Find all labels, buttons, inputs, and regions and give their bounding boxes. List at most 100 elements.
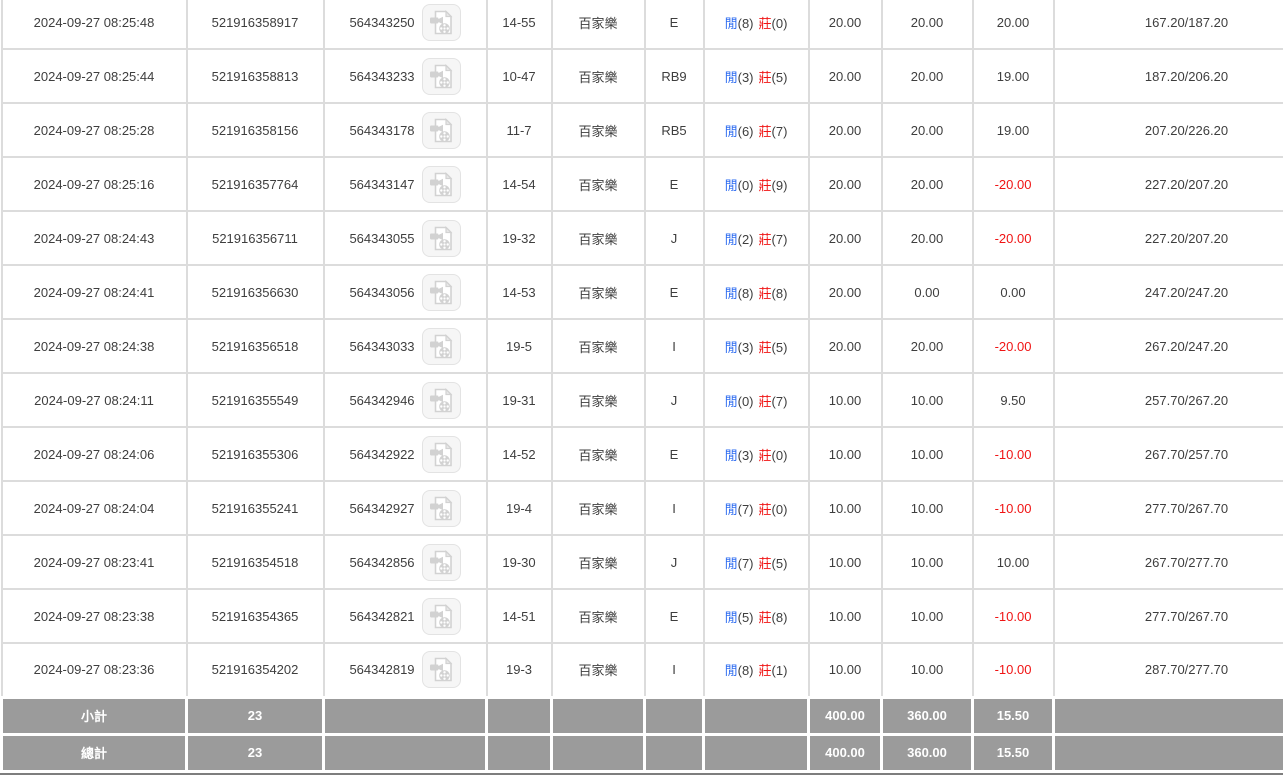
balance: 277.70/267.70 xyxy=(1052,480,1283,536)
game-name: 百家樂 xyxy=(550,642,646,698)
banker-label: 莊 xyxy=(758,663,772,679)
win-loss: -20.00 xyxy=(971,318,1055,374)
valid-bet-amount: 10.00 xyxy=(880,534,974,590)
video-file-icon[interactable] xyxy=(421,273,461,311)
bet-type-code: J xyxy=(643,372,705,428)
bet-type-code: E xyxy=(643,0,705,50)
video-file-icon[interactable] xyxy=(421,327,461,365)
round-id: 564342922 xyxy=(349,446,415,462)
video-file-icon[interactable] xyxy=(421,219,461,257)
banker-label: 莊 xyxy=(758,285,772,301)
banker-score: (5) xyxy=(771,69,788,85)
game-name: 百家樂 xyxy=(550,264,646,320)
video-file-icon[interactable] xyxy=(421,435,461,473)
subtotal-label: 小計 xyxy=(0,695,188,736)
table-row: 2024-09-27 08:25:44 521916358813 5643432… xyxy=(0,48,1283,104)
game-result: 閒(2) 莊(7) xyxy=(702,210,810,266)
round-id-cell: 564342946 xyxy=(322,372,488,428)
table-row: 2024-09-27 08:23:41 521916354518 5643428… xyxy=(0,534,1283,590)
valid-bet-amount: 10.00 xyxy=(880,588,974,644)
banker-score: (1) xyxy=(771,663,788,679)
valid-bet-amount: 0.00 xyxy=(880,264,974,320)
valid-bet-amount: 20.00 xyxy=(880,0,974,50)
subtotal-bet-amount: 400.00 xyxy=(807,695,883,736)
video-file-icon[interactable] xyxy=(421,3,461,41)
game-name: 百家樂 xyxy=(550,534,646,590)
table-row: 2024-09-27 08:24:11 521916355549 5643429… xyxy=(0,372,1283,428)
round-id: 564343233 xyxy=(349,68,415,84)
bet-time: 2024-09-27 08:24:06 xyxy=(0,426,188,482)
table-bottom-border xyxy=(0,772,1283,775)
table-round: 14-55 xyxy=(485,0,553,50)
round-id: 564343055 xyxy=(349,230,415,246)
video-file-icon[interactable] xyxy=(421,651,461,689)
game-result: 閒(3) 莊(0) xyxy=(702,426,810,482)
player-label: 閒 xyxy=(724,177,738,193)
player-label: 閒 xyxy=(724,339,738,355)
round-id-cell: 564343147 xyxy=(322,156,488,212)
win-loss: 10.00 xyxy=(971,534,1055,590)
bet-amount: 10.00 xyxy=(807,588,883,644)
game-result: 閒(8) 莊(0) xyxy=(702,0,810,50)
subtotal-count: 23 xyxy=(185,695,325,736)
total-valid-amount: 360.00 xyxy=(880,732,974,773)
balance: 267.20/247.20 xyxy=(1052,318,1283,374)
banker-score: (5) xyxy=(771,339,788,355)
table-row: 2024-09-27 08:24:43 521916356711 5643430… xyxy=(0,210,1283,266)
round-id-cell: 564342922 xyxy=(322,426,488,482)
bet-type-code: E xyxy=(643,156,705,212)
bet-amount: 20.00 xyxy=(807,264,883,320)
valid-bet-amount: 20.00 xyxy=(880,210,974,266)
bet-amount: 10.00 xyxy=(807,372,883,428)
bet-type-code: E xyxy=(643,426,705,482)
game-result: 閒(8) 莊(1) xyxy=(702,642,810,698)
game-name: 百家樂 xyxy=(550,372,646,428)
table-row: 2024-09-27 08:24:06 521916355306 5643429… xyxy=(0,426,1283,482)
table-round: 19-30 xyxy=(485,534,553,590)
bet-id: 521916357764 xyxy=(185,156,325,212)
bet-id: 521916355549 xyxy=(185,372,325,428)
bet-id: 521916354518 xyxy=(185,534,325,590)
bet-amount: 10.00 xyxy=(807,642,883,698)
valid-bet-amount: 10.00 xyxy=(880,372,974,428)
game-result: 閒(7) 莊(0) xyxy=(702,480,810,536)
round-id: 564342927 xyxy=(349,500,415,516)
win-loss: -10.00 xyxy=(971,426,1055,482)
bet-time: 2024-09-27 08:24:41 xyxy=(0,264,188,320)
bet-id: 521916356711 xyxy=(185,210,325,266)
balance: 247.20/247.20 xyxy=(1052,264,1283,320)
video-file-icon[interactable] xyxy=(421,489,461,527)
table-row: 2024-09-27 08:24:38 521916356518 5643430… xyxy=(0,318,1283,374)
win-loss: -20.00 xyxy=(971,210,1055,266)
game-result: 閒(0) 莊(7) xyxy=(702,372,810,428)
table-round: 14-54 xyxy=(485,156,553,212)
player-score: (3) xyxy=(737,447,754,463)
player-label: 閒 xyxy=(724,231,738,247)
table-round: 14-52 xyxy=(485,426,553,482)
video-file-icon[interactable] xyxy=(421,57,461,95)
win-loss: -10.00 xyxy=(971,588,1055,644)
bet-amount: 20.00 xyxy=(807,102,883,158)
table-round: 19-5 xyxy=(485,318,553,374)
table-row: 2024-09-27 08:24:41 521916356630 5643430… xyxy=(0,264,1283,320)
video-file-icon[interactable] xyxy=(421,381,461,419)
video-file-icon[interactable] xyxy=(421,111,461,149)
game-result: 閒(3) 莊(5) xyxy=(702,48,810,104)
game-result: 閒(3) 莊(5) xyxy=(702,318,810,374)
table-row: 2024-09-27 08:25:28 521916358156 5643431… xyxy=(0,102,1283,158)
player-score: (7) xyxy=(737,555,754,571)
bet-type-code: E xyxy=(643,264,705,320)
game-name: 百家樂 xyxy=(550,0,646,50)
video-file-icon[interactable] xyxy=(421,543,461,581)
banker-label: 莊 xyxy=(758,555,772,571)
total-row: 總計 23 400.00 360.00 15.50 xyxy=(0,732,1283,773)
total-count: 23 xyxy=(185,732,325,773)
video-file-icon[interactable] xyxy=(421,597,461,635)
video-file-icon[interactable] xyxy=(421,165,461,203)
table-round: 19-32 xyxy=(485,210,553,266)
round-id-cell: 564342819 xyxy=(322,642,488,698)
balance: 187.20/206.20 xyxy=(1052,48,1283,104)
player-score: (6) xyxy=(737,123,754,139)
bet-id: 521916358813 xyxy=(185,48,325,104)
bet-type-code: I xyxy=(643,318,705,374)
